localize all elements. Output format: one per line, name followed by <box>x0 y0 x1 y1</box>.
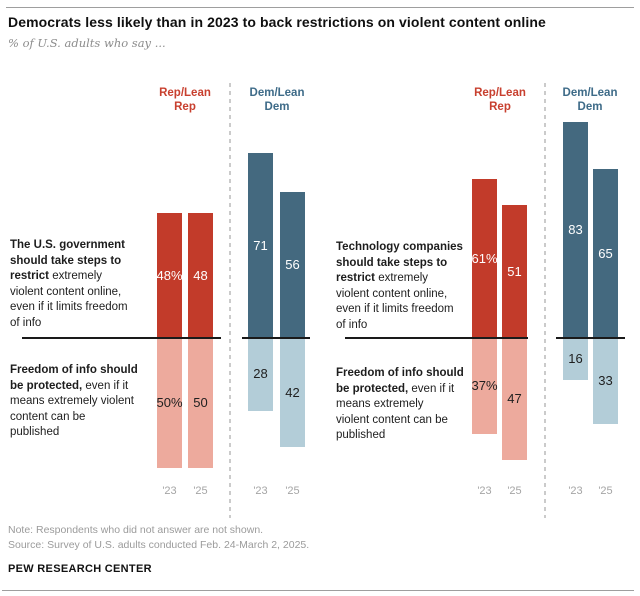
bar-value-restrict-rep-p1-25: 51 <box>507 263 522 279</box>
bar-value-restrict-dem-p0-23: 71 <box>253 237 268 253</box>
statement-freedom-1: Freedom of info should be protected, even… <box>336 366 464 444</box>
chart-subtitle: % of U.S. adults who say ... <box>8 36 166 50</box>
statement-segment: means extremely violent <box>10 395 134 407</box>
group-header-rep-p0: Rep/Lean Rep <box>159 87 211 113</box>
year-label-dem-p0-25: '25 <box>285 485 300 497</box>
statement-segment: The U.S. government <box>10 239 126 251</box>
statement-segment: violent content online, <box>10 285 122 298</box>
statement-segment: extremely <box>49 270 103 282</box>
bar-freedom-rep-p1-23 <box>472 338 497 435</box>
axis-line-rep-p0 <box>22 337 221 339</box>
statement-segment: Freedom of info should <box>336 367 464 379</box>
panel-divider-1 <box>544 83 546 518</box>
year-label-rep-p0-23: '23 <box>162 485 177 497</box>
brand-text: PEW RESEARCH CENTER <box>8 563 152 575</box>
statement-restrict-0: The U.S. government should take steps to r… <box>10 238 128 331</box>
bar-value-restrict-rep-p0-23: 48% <box>156 267 183 283</box>
bar-value-freedom-dem-p0-23: 28 <box>253 366 268 382</box>
bar-value-restrict-dem-p1-23: 83 <box>568 222 583 238</box>
bar-restrict-dem-p0-25 <box>280 192 305 338</box>
year-label-rep-p0-25: '25 <box>193 485 208 497</box>
statement-segment: violent content can be <box>336 413 448 426</box>
statement-segment: published <box>10 426 60 438</box>
statement-segment: restrict <box>10 270 49 282</box>
statement-segment: restrict <box>336 272 375 284</box>
statement-freedom-0: Freedom of info should be protected, even… <box>10 363 138 441</box>
source-text: Source: Survey of U.S. adults conducted … <box>8 539 310 551</box>
statement-segment: means extremely <box>336 398 424 410</box>
statement-segment: of info <box>10 316 42 329</box>
axis-line-dem-p0 <box>242 337 310 339</box>
statement-restrict-1: Technology companies should take steps to… <box>336 240 463 333</box>
group-header-dem-p0: Dem/Lean Dem <box>249 87 305 113</box>
bar-value-restrict-rep-p0-25: 48 <box>193 267 208 283</box>
bar-value-freedom-dem-p1-23: 16 <box>568 350 583 366</box>
statement-segment: even if it <box>82 379 129 392</box>
note-text: Note: Respondents who did not answer are… <box>8 524 264 536</box>
bar-value-restrict-dem-p0-25: 56 <box>285 257 300 273</box>
bar-restrict-dem-p0-23 <box>248 153 273 338</box>
axis-line-dem-p1 <box>556 337 625 339</box>
statement-segment: be protected, <box>336 382 409 395</box>
bar-freedom-rep-p1-25 <box>502 338 527 461</box>
bar-value-freedom-dem-p0-25: 42 <box>285 384 300 400</box>
statement-segment: Technology companies <box>336 241 463 253</box>
statement-segment: even if it <box>408 382 455 395</box>
bar-freedom-dem-p1-23 <box>563 338 588 380</box>
bar-value-freedom-rep-p0-23: 50% <box>156 395 183 410</box>
statement-segment: violent content online, <box>336 287 448 300</box>
bar-freedom-dem-p1-25 <box>593 338 618 424</box>
statement-segment: Freedom of info should <box>10 364 138 376</box>
year-label-rep-p1-23: '23 <box>477 485 492 497</box>
statement-segment: even if it limits freedom <box>10 301 128 313</box>
statement-segment: of info <box>336 318 368 331</box>
bar-restrict-rep-p1-25 <box>502 205 527 338</box>
statement-segment: content can be <box>10 410 86 423</box>
statement-segment: should take steps to <box>10 254 122 267</box>
panel-divider-0 <box>229 83 231 518</box>
top-rule <box>6 7 634 8</box>
year-label-rep-p1-25: '25 <box>507 485 522 497</box>
bottom-rule <box>2 590 634 591</box>
statement-segment: should take steps to <box>336 256 448 269</box>
bar-value-freedom-rep-p1-23: 37% <box>471 378 498 394</box>
bar-freedom-dem-p0-23 <box>248 338 273 411</box>
year-label-dem-p1-25: '25 <box>598 485 613 497</box>
statement-segment: even if it limits freedom <box>336 303 454 315</box>
bar-value-restrict-dem-p1-25: 65 <box>598 245 613 261</box>
year-label-dem-p0-23: '23 <box>253 485 268 497</box>
bar-restrict-dem-p1-25 <box>593 169 618 338</box>
bar-value-freedom-rep-p1-25: 47 <box>507 391 522 407</box>
bar-restrict-rep-p0-25 <box>188 213 213 338</box>
bar-restrict-rep-p1-23 <box>472 179 497 338</box>
bar-freedom-rep-p0-25 <box>188 338 213 468</box>
bar-value-restrict-rep-p1-23: 61% <box>471 250 498 266</box>
bar-freedom-rep-p0-23 <box>157 338 182 468</box>
statement-segment: be protected, <box>10 379 83 392</box>
group-header-rep-p1: Rep/Lean Rep <box>474 87 526 113</box>
statement-segment: published <box>336 429 386 441</box>
bar-value-freedom-dem-p1-25: 33 <box>598 372 613 388</box>
bar-restrict-dem-p1-23 <box>563 122 588 338</box>
bar-freedom-dem-p0-25 <box>280 338 305 448</box>
bar-value-freedom-rep-p0-25: 50 <box>193 395 208 410</box>
year-label-dem-p1-23: '23 <box>568 485 583 497</box>
group-header-dem-p1: Dem/Lean Dem <box>562 87 618 113</box>
bar-restrict-rep-p0-23 <box>157 213 182 338</box>
axis-line-rep-p1 <box>345 337 528 339</box>
chart-title: Democrats less likely than in 2023 to ba… <box>8 14 546 30</box>
statement-segment: extremely <box>375 272 429 284</box>
